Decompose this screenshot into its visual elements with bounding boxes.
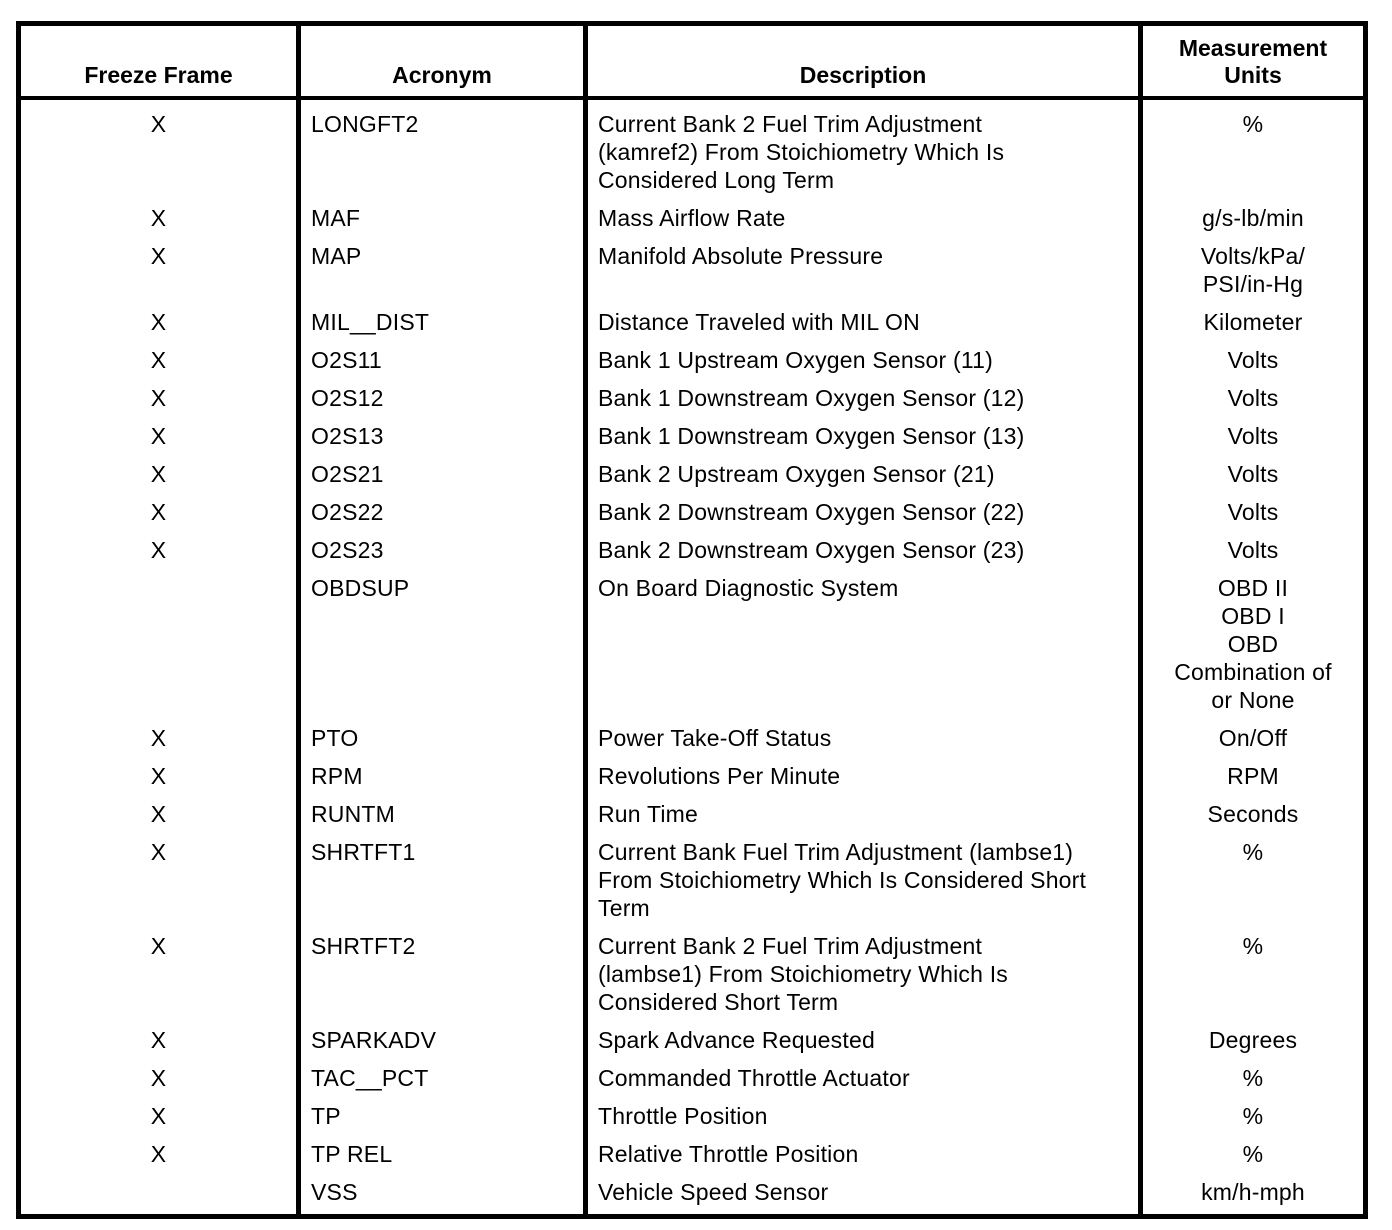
description-cell: Power Take-Off Status [588,714,1143,752]
freeze-frame-cell: X [21,922,301,1016]
acronym-cell: SHRTFT1 [301,828,588,922]
acronym-cell: MIL__DIST [301,298,588,336]
acronym-cell: O2S23 [301,526,588,564]
freeze-frame-cell: X [21,1054,301,1092]
units-cell: On/Off [1218,725,1288,751]
acronym-cell: O2S21 [301,450,588,488]
acronym-cell: MAP [301,232,588,298]
acronym-cell: LONGFT2 [301,100,588,194]
acronym-cell: TP [301,1092,588,1130]
description-cell: Bank 2 Downstream Oxygen Sensor (22) [588,488,1143,526]
units-cell: RPM [1227,763,1279,789]
description-cell: Commanded Throttle Actuator [588,1054,1143,1092]
units-cell: % [1242,839,1264,865]
units-cell: % [1242,933,1264,959]
freeze-frame-cell: X [21,526,301,564]
description-cell: Distance Traveled with MIL ON [588,298,1143,336]
description-cell: Mass Airflow Rate [588,194,1143,232]
description-cell: Bank 1 Downstream Oxygen Sensor (13) [588,412,1143,450]
units-cell: Kilometer [1203,309,1303,335]
freeze-frame-cell: X [21,488,301,526]
header-freeze-frame: Freeze Frame [21,26,301,100]
acronym-cell: SHRTFT2 [301,922,588,1016]
freeze-frame-cell: X [21,1092,301,1130]
description-cell: Current Bank Fuel Trim Adjustment (lambs… [588,828,1143,922]
freeze-frame-cell: X [21,714,301,752]
freeze-frame-cell: X [21,1016,301,1054]
description-cell: Bank 2 Downstream Oxygen Sensor (23) [588,526,1143,564]
description-cell: Throttle Position [588,1092,1143,1130]
freeze-frame-cell: X [21,828,301,922]
acronym-cell: TAC__PCT [301,1054,588,1092]
units-cell: Volts [1227,499,1279,525]
units-cell: Seconds [1207,801,1299,827]
acronym-cell: TP REL [301,1130,588,1168]
description-cell: Current Bank 2 Fuel Trim Adjustment (kam… [588,100,1143,194]
freeze-frame-cell: X [21,412,301,450]
units-cell: g/s-lb/min [1202,205,1304,231]
acronym-cell: RPM [301,752,588,790]
units-cell: Volts [1227,385,1279,411]
header-measurement-units: Measurement Units [1143,26,1363,100]
acronym-cell: RUNTM [301,790,588,828]
freeze-frame-cell: X [21,790,301,828]
units-cell: % [1242,111,1264,137]
units-cell: Volts [1227,423,1279,449]
freeze-frame-cell: X [21,374,301,412]
units-cell: Volts [1227,461,1279,487]
description-cell: Current Bank 2 Fuel Trim Adjustment (lam… [588,922,1143,1016]
freeze-frame-cell: X [21,450,301,488]
units-cell: % [1242,1141,1264,1167]
description-cell: Bank 2 Upstream Oxygen Sensor (21) [588,450,1143,488]
acronym-cell: SPARKADV [301,1016,588,1054]
header-acronym: Acronym [301,26,588,100]
acronym-cell: MAF [301,194,588,232]
description-cell: On Board Diagnostic System [588,564,1143,714]
acronym-cell: PTO [301,714,588,752]
pid-table-grid: Freeze Frame Acronym Description Measure… [21,26,1363,1214]
description-cell: Vehicle Speed Sensor [588,1168,1143,1214]
description-cell: Run Time [588,790,1143,828]
freeze-frame-cell [21,1168,301,1214]
units-cell: Volts/kPa/ PSI/in-Hg [1200,243,1306,297]
description-cell: Revolutions Per Minute [588,752,1143,790]
freeze-frame-cell: X [21,194,301,232]
acronym-cell: O2S22 [301,488,588,526]
header-description: Description [588,26,1143,100]
description-cell: Bank 1 Upstream Oxygen Sensor (11) [588,336,1143,374]
units-cell: km/h-mph [1201,1179,1305,1205]
freeze-frame-cell [21,564,301,714]
units-cell: Degrees [1208,1027,1298,1053]
freeze-frame-cell: X [21,232,301,298]
units-cell: Volts [1227,347,1279,373]
pid-table: Freeze Frame Acronym Description Measure… [16,21,1368,1219]
freeze-frame-cell: X [21,100,301,194]
freeze-frame-cell: X [21,298,301,336]
units-cell: % [1242,1103,1264,1129]
description-cell: Relative Throttle Position [588,1130,1143,1168]
acronym-cell: O2S12 [301,374,588,412]
description-cell: Spark Advance Requested [588,1016,1143,1054]
freeze-frame-cell: X [21,336,301,374]
description-cell: Bank 1 Downstream Oxygen Sensor (12) [588,374,1143,412]
description-cell: Manifold Absolute Pressure [588,232,1143,298]
freeze-frame-cell: X [21,1130,301,1168]
units-cell: Volts [1227,537,1279,563]
acronym-cell: VSS [301,1168,588,1214]
acronym-cell: O2S11 [301,336,588,374]
units-cell: % [1242,1065,1264,1091]
units-cell: OBD II OBD I OBD Combination of or None [1174,575,1332,713]
acronym-cell: OBDSUP [301,564,588,714]
freeze-frame-cell: X [21,752,301,790]
acronym-cell: O2S13 [301,412,588,450]
